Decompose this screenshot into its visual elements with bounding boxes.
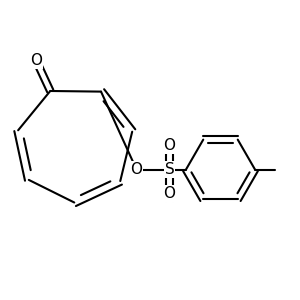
Text: S: S (165, 162, 174, 177)
Text: O: O (164, 138, 175, 153)
Text: O: O (130, 162, 142, 177)
Text: O: O (30, 53, 42, 68)
Text: O: O (164, 186, 175, 201)
